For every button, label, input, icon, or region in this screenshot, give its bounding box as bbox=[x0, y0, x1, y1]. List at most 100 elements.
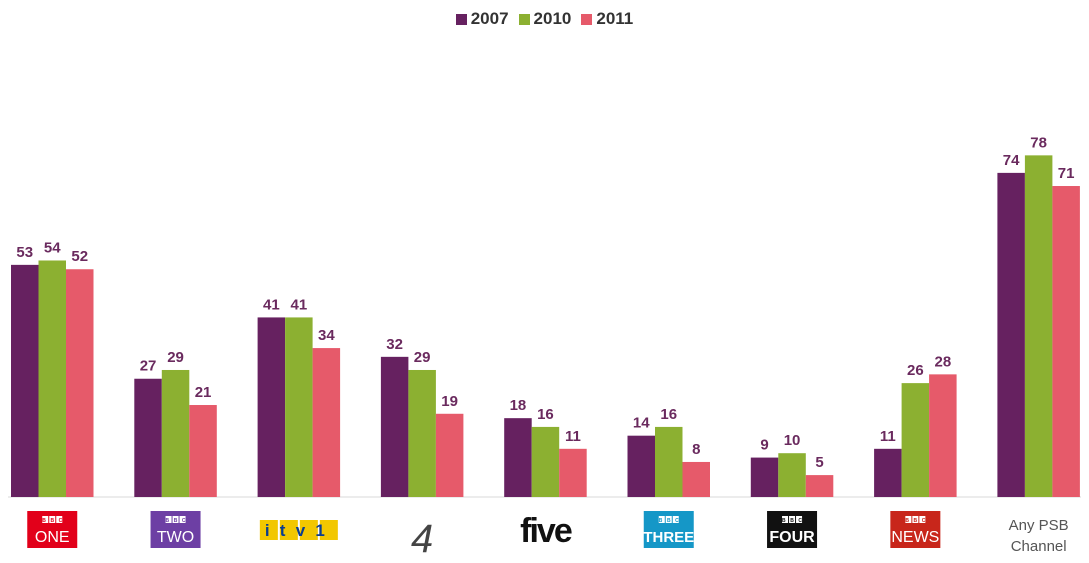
legend-label: 2010 bbox=[533, 8, 572, 28]
bbc-block-icon bbox=[179, 516, 186, 523]
bar-2007-4 bbox=[504, 418, 532, 497]
bar-2011-2 bbox=[312, 348, 341, 497]
value-label: 14 bbox=[633, 415, 650, 432]
value-label: 78 bbox=[1030, 134, 1047, 151]
bar-2007-0 bbox=[11, 264, 39, 497]
bar-2010-7 bbox=[901, 383, 930, 497]
category-text-line: Channel bbox=[1011, 538, 1067, 555]
logo-text: ONE bbox=[35, 529, 70, 546]
value-label: 52 bbox=[71, 248, 88, 265]
category-label-7: BBC NEWS bbox=[890, 511, 941, 548]
logo-text: THREE bbox=[643, 529, 694, 546]
value-label: 26 bbox=[907, 362, 924, 379]
value-label: 74 bbox=[1003, 152, 1020, 169]
value-label: 11 bbox=[565, 428, 581, 445]
bbc-block-icon bbox=[56, 516, 63, 523]
bar-2011-6 bbox=[805, 475, 834, 497]
value-label: 54 bbox=[44, 239, 61, 256]
value-label: 53 bbox=[16, 244, 33, 261]
value-label: 21 bbox=[195, 384, 212, 401]
value-label: 16 bbox=[537, 406, 554, 423]
legend-label: 2011 bbox=[596, 8, 634, 28]
value-label: 41 bbox=[263, 296, 280, 313]
bar-2010-3 bbox=[408, 369, 436, 497]
bar-2010-1 bbox=[161, 369, 190, 497]
value-labels: 53 54 52 27 29 21 41 41 34 32 29 19 18 16 11 14 16 8 9 10 5 1… bbox=[16, 134, 1074, 471]
bar-2007-1 bbox=[134, 378, 162, 497]
bar-2007-7 bbox=[874, 448, 902, 497]
itv-tile bbox=[259, 520, 278, 540]
legend: 2007 2010 2011 bbox=[0, 8, 1089, 29]
category-label-3: 4 bbox=[411, 517, 433, 561]
itv-tile bbox=[299, 520, 318, 540]
category-label-5: BBC THREE bbox=[643, 511, 694, 548]
bar-2010-5 bbox=[655, 426, 683, 497]
category-label-8: Any PSB Channel bbox=[1009, 517, 1069, 555]
bar-2011-1 bbox=[189, 405, 217, 497]
value-label: 28 bbox=[935, 353, 952, 370]
bbc-block-icon bbox=[912, 516, 919, 523]
bar-2007-2 bbox=[257, 317, 286, 497]
value-label: 9 bbox=[760, 437, 768, 454]
legend-item-2011: 2011 bbox=[581, 9, 633, 29]
bbc-badge-text: BBC bbox=[659, 518, 679, 524]
bbc-block-icon bbox=[658, 516, 665, 523]
logo-text: itv1 bbox=[265, 521, 335, 540]
bbc-badge-text: BBC bbox=[905, 518, 925, 524]
bbc-block-icon bbox=[165, 516, 172, 523]
value-label: 10 bbox=[784, 432, 801, 449]
category-label-2: itv1 bbox=[259, 520, 338, 540]
bbc-block-icon bbox=[789, 516, 796, 523]
bar-2007-6 bbox=[750, 457, 779, 497]
value-label: 71 bbox=[1058, 165, 1075, 182]
bbc-block-icon bbox=[172, 516, 179, 523]
value-label: 16 bbox=[660, 406, 677, 423]
bar-2010-6 bbox=[778, 453, 806, 497]
bbc-block-icon bbox=[919, 516, 926, 523]
legend-item-2010: 2010 bbox=[518, 8, 572, 29]
bar-2010-8 bbox=[1024, 155, 1053, 498]
legend-swatch bbox=[455, 13, 467, 25]
value-label: 34 bbox=[318, 327, 335, 344]
category-label-1: BBC TWO bbox=[150, 511, 201, 548]
bar-2007-8 bbox=[997, 172, 1025, 497]
category-label-0: BBC ONE bbox=[27, 511, 78, 548]
logo-text: FOUR bbox=[769, 529, 815, 546]
value-label: 8 bbox=[692, 441, 700, 458]
bar-2011-0 bbox=[66, 269, 94, 497]
logo-text: NEWS bbox=[891, 529, 939, 546]
value-label: 29 bbox=[167, 349, 184, 366]
value-label: 18 bbox=[510, 397, 527, 414]
bar-2010-2 bbox=[285, 317, 313, 497]
legend-swatch bbox=[518, 13, 530, 25]
value-label: 32 bbox=[386, 336, 403, 353]
legend-swatch bbox=[581, 13, 593, 25]
channel4-logo-icon: 4 bbox=[411, 517, 433, 561]
legend-label: 2007 bbox=[470, 8, 509, 28]
value-label: 19 bbox=[441, 393, 458, 410]
value-label: 27 bbox=[140, 358, 157, 375]
value-label: 29 bbox=[414, 349, 431, 366]
bar-2010-0 bbox=[38, 260, 66, 497]
logo-text: TWO bbox=[157, 529, 194, 546]
bbc-block-icon bbox=[672, 516, 679, 523]
bar-2007-5 bbox=[627, 435, 655, 497]
x-axis-labels: BBC ONE BBC TWO itv1 4 five BBC THREE BBC FOUR BBC N… bbox=[27, 511, 1069, 561]
category-label-4: five bbox=[520, 512, 574, 550]
bbc-block-icon bbox=[42, 516, 49, 523]
value-label: 5 bbox=[815, 454, 823, 471]
bar-2011-7 bbox=[929, 374, 957, 497]
bar-2011-4 bbox=[559, 448, 587, 497]
bar-2011-8 bbox=[1052, 186, 1080, 497]
bbc-badge-text: BBC bbox=[42, 518, 62, 524]
bars bbox=[11, 155, 1080, 498]
bbc-badge-text: BBC bbox=[166, 518, 186, 524]
bbc-badge-text: BBC bbox=[782, 518, 802, 524]
bbc-block-icon bbox=[905, 516, 912, 523]
value-label: 41 bbox=[291, 296, 308, 313]
bbc-block-icon bbox=[796, 516, 803, 523]
bbc-block-icon bbox=[782, 516, 789, 523]
bbc-block-icon bbox=[49, 516, 56, 523]
category-label-6: BBC FOUR bbox=[767, 511, 818, 548]
